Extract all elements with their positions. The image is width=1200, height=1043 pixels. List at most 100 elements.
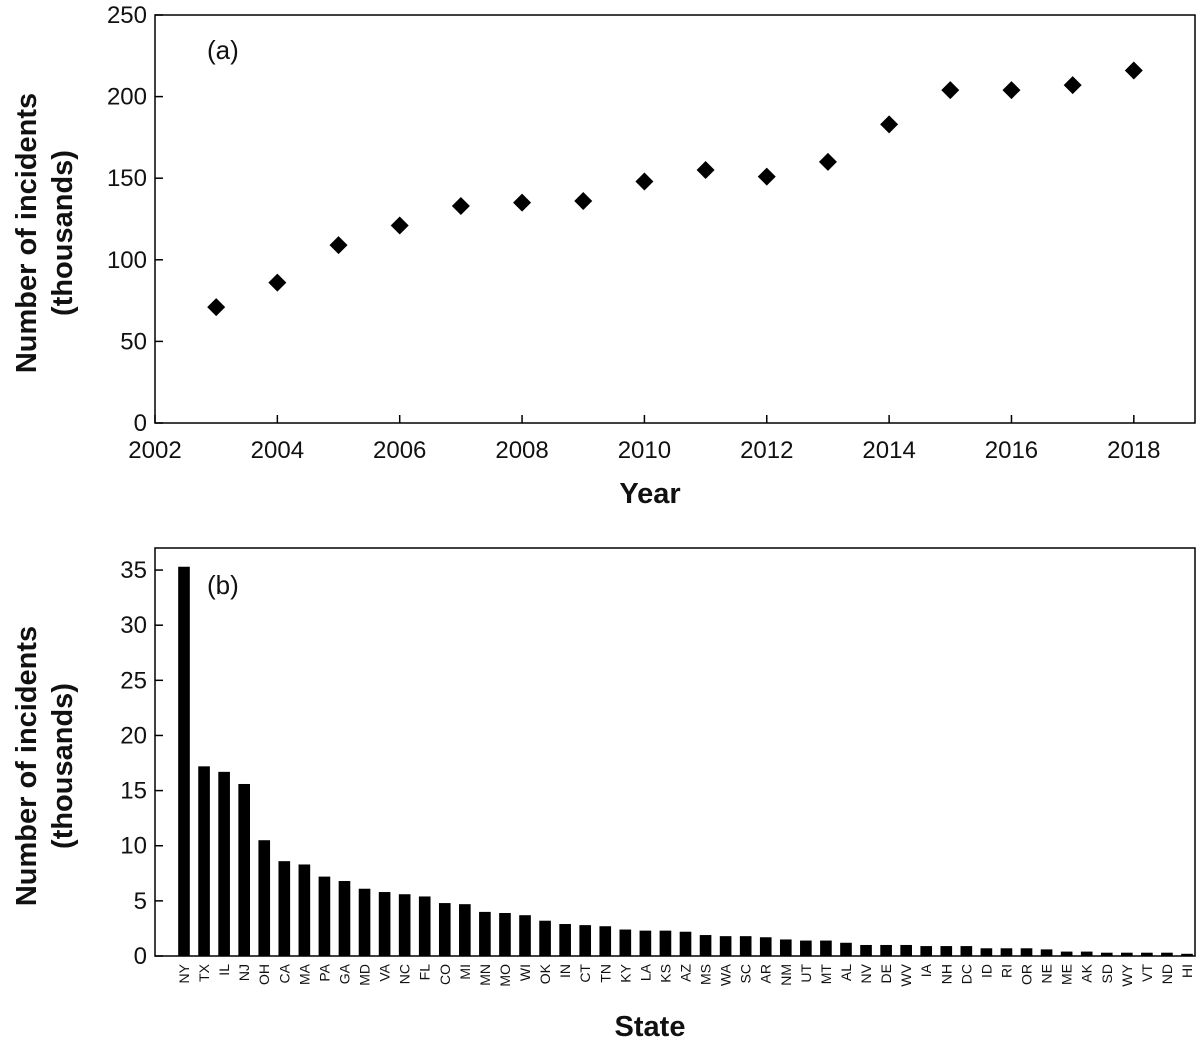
b-y-tick-label: 35 <box>120 557 147 584</box>
a-y-tick-label: 250 <box>107 2 147 29</box>
a-data-point <box>451 196 470 215</box>
b-bar <box>880 944 892 956</box>
a-data-point <box>329 236 348 255</box>
a-x-tick-label: 2010 <box>618 437 671 464</box>
b-bar <box>459 904 471 956</box>
b-bar <box>1020 948 1033 956</box>
b-category-label: KS <box>657 964 673 983</box>
b-category-label: RI <box>998 964 1014 978</box>
b-category-label: LA <box>637 963 653 981</box>
b-bar <box>639 930 652 956</box>
b-bar <box>178 566 190 956</box>
b-bar <box>258 840 271 956</box>
b-category-label: FL <box>417 964 433 981</box>
panel-a-scatter-chart: 0 50 100 150 200 250 2002 2004 2006 2008 2010 2012 2… <box>11 2 1196 510</box>
a-x-tick-label: 2006 <box>373 437 426 464</box>
a-x-tick-label: 2018 <box>1107 437 1160 464</box>
b-y-tick-label: 15 <box>120 778 147 805</box>
a-data-point <box>880 115 899 134</box>
b-bar <box>800 940 812 956</box>
b-bar <box>479 911 491 956</box>
a-data-point <box>941 81 960 100</box>
b-bar <box>318 876 331 956</box>
b-bar <box>338 881 351 956</box>
b-category-label: WV <box>898 963 914 986</box>
b-bar <box>298 864 311 956</box>
panel-a-x-axis-title: Year <box>619 478 680 510</box>
b-bar <box>1060 951 1073 956</box>
a-x-tick-label: 2008 <box>495 437 548 464</box>
b-bar <box>920 946 933 956</box>
a-y-tick-label: 100 <box>107 247 147 274</box>
b-category-label: ID <box>978 964 994 978</box>
b-bar <box>1121 952 1133 956</box>
b-category-label: NY <box>176 963 192 983</box>
panel-b-y-axis-title-line1: Number of incidents <box>11 626 43 906</box>
b-bar <box>398 894 411 956</box>
b-bar <box>659 930 672 956</box>
b-category-label: WA <box>718 963 734 986</box>
b-y-tick-label: 0 <box>134 943 147 970</box>
b-bar <box>619 929 632 956</box>
b-bar <box>218 771 230 956</box>
b-category-label: MN <box>477 964 493 986</box>
b-bar <box>599 926 612 956</box>
b-category-label: HI <box>1179 964 1195 978</box>
b-bar <box>238 783 250 956</box>
a-data-point <box>1002 81 1021 100</box>
panel-a-y-axis-title-line2: (thousands) <box>47 150 79 316</box>
b-category-label: IL <box>216 964 232 976</box>
a-data-point <box>574 192 593 211</box>
b-category-label: MO <box>497 964 513 987</box>
b-category-label: CO <box>437 964 453 985</box>
b-category-label: MT <box>818 964 834 985</box>
b-category-label: DC <box>958 964 974 984</box>
b-category-label: NE <box>1039 964 1055 983</box>
b-bar <box>759 937 772 956</box>
b-category-label: CA <box>276 963 292 983</box>
b-bar <box>559 924 571 956</box>
b-category-label: VA <box>377 963 393 981</box>
b-category-label: OK <box>537 963 553 984</box>
b-bar <box>1181 953 1193 956</box>
panel-b-ticks: 0 5 10 15 20 25 30 35 NY TX IL NJ OH CA MA PA GA MD VA NC FL… <box>120 557 1195 987</box>
b-category-label: KY <box>617 963 633 982</box>
a-data-point <box>818 152 837 171</box>
b-category-label: SC <box>738 964 754 983</box>
b-y-tick-label: 20 <box>120 722 147 749</box>
b-category-label: OH <box>256 964 272 985</box>
b-bar <box>438 903 451 956</box>
b-category-label: AR <box>758 964 774 983</box>
b-category-label: DE <box>878 964 894 983</box>
b-category-label: UT <box>798 964 814 983</box>
b-bar <box>860 944 872 956</box>
b-category-label: AL <box>838 964 854 981</box>
b-category-label: NM <box>778 964 794 986</box>
b-y-tick-label: 25 <box>120 667 147 694</box>
b-category-label: WI <box>517 964 533 981</box>
b-category-label: SD <box>1099 964 1115 983</box>
b-category-label: IA <box>918 963 934 977</box>
panel-a-plot-frame <box>154 14 1196 424</box>
a-x-tick-label: 2002 <box>128 437 181 464</box>
a-x-tick-label: 2016 <box>985 437 1038 464</box>
panel-b-x-axis-title: State <box>615 1011 686 1043</box>
panel-b-y-axis-title-line2: (thousands) <box>47 683 79 849</box>
b-y-tick-label: 5 <box>134 888 147 915</box>
panel-a-label: (a) <box>207 35 239 65</box>
b-category-label: NH <box>938 964 954 984</box>
b-bar <box>900 944 912 956</box>
b-bar <box>719 936 732 956</box>
b-category-label: MI <box>457 964 473 980</box>
b-category-label: MS <box>698 964 714 985</box>
b-category-label: NV <box>858 963 874 983</box>
b-category-label: TN <box>597 964 613 983</box>
a-x-tick-label: 2012 <box>740 437 793 464</box>
b-y-tick-label: 10 <box>120 833 147 860</box>
b-category-label: CT <box>577 964 593 983</box>
a-y-tick-label: 150 <box>107 165 147 192</box>
b-bar <box>499 912 511 956</box>
b-category-label: OR <box>1019 964 1035 985</box>
b-category-label: MD <box>357 964 373 986</box>
